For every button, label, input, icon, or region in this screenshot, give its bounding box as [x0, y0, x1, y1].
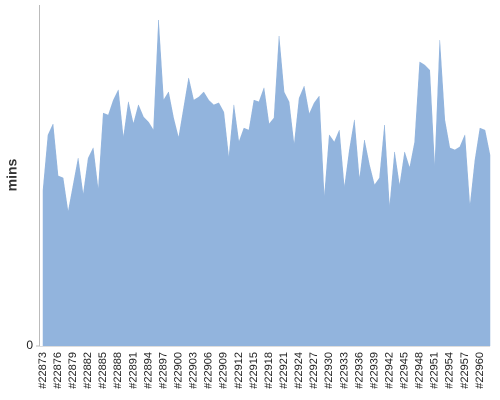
x-tick-label: #22927: [308, 352, 320, 389]
x-tick-label: #22903: [188, 352, 200, 389]
x-tick-label: #22957: [459, 352, 471, 389]
y-tick-label: 0: [26, 338, 33, 352]
x-tick-label: #22942: [383, 352, 395, 389]
x-tick-label: #22894: [142, 352, 154, 389]
x-tick-label: #22951: [429, 352, 441, 389]
x-tick-label: #22921: [278, 352, 290, 389]
y-axis-title: mins: [4, 158, 20, 191]
x-tick-label: #22873: [37, 352, 49, 389]
x-tick-label: #22912: [233, 352, 245, 389]
x-tick-label: #22900: [173, 352, 185, 389]
x-tick-label: #22891: [127, 352, 139, 389]
x-tick-label: #22960: [474, 352, 486, 389]
x-tick-label: #22945: [399, 352, 411, 389]
x-tick-label: #22885: [97, 352, 109, 389]
x-tick-label: #22888: [112, 352, 124, 389]
x-tick-label: #22906: [203, 352, 215, 389]
area: [42, 19, 491, 347]
x-tick-label: #22924: [293, 352, 305, 389]
x-tick-label: #22879: [67, 352, 79, 389]
x-tick-label: #22936: [353, 352, 365, 389]
x-tick-label: #22954: [444, 352, 456, 389]
x-tick-label: #22915: [248, 352, 260, 389]
x-tick-label: #22882: [82, 352, 94, 389]
x-tick-label: #22933: [338, 352, 350, 389]
x-tick-label: #22948: [414, 352, 426, 389]
x-tick-label: #22876: [52, 352, 64, 389]
x-tick-label: #22939: [368, 352, 380, 389]
x-tick-label: #22897: [157, 352, 169, 389]
x-tick-label: #22918: [263, 352, 275, 389]
x-tick-label: #22909: [218, 352, 230, 389]
x-tick-label: #22930: [323, 352, 335, 389]
